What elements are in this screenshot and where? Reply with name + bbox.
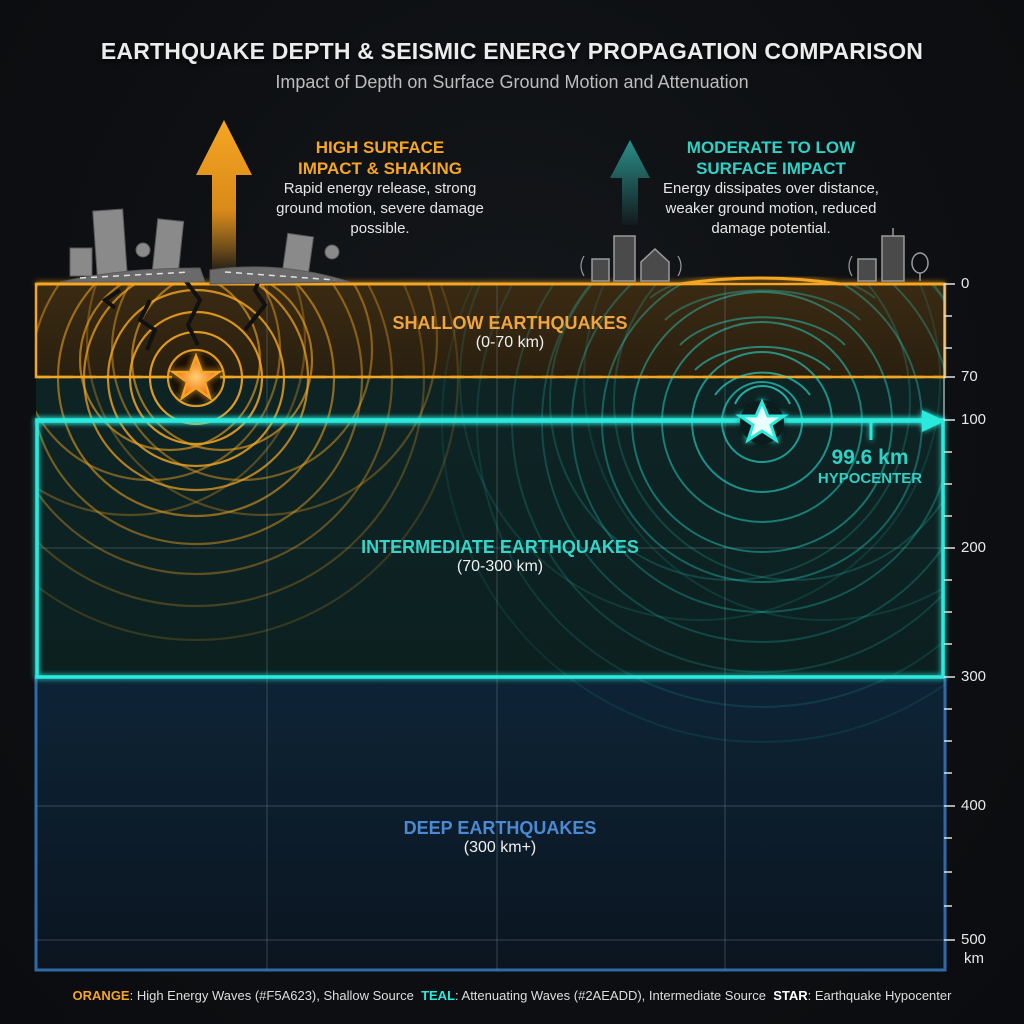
deep-zone-range: (300 km+) xyxy=(463,839,537,856)
shallow-callout-heading-2: IMPACT & SHAKING xyxy=(297,159,462,178)
legend-orange-key: ORANGE xyxy=(72,988,130,1003)
intact-city-icon xyxy=(591,228,929,282)
shallow-callout-body-3: possible. xyxy=(350,220,410,237)
tick-label-70: 70 xyxy=(961,368,978,385)
hypocenter-label: HYPOCENTER xyxy=(817,470,923,487)
tick-label-200: 200 xyxy=(961,539,987,556)
shallow-zone-label: SHALLOW EARTHQUAKES (0-70 km) xyxy=(310,313,710,352)
axis-unit-label: km xyxy=(964,950,984,967)
intermediate-callout-body-3: damage potential. xyxy=(711,220,831,237)
gridlines xyxy=(36,284,945,970)
tick-label-500: 500 xyxy=(961,931,987,948)
intermediate-zone-range: (70-300 km) xyxy=(456,558,544,575)
deep-zone xyxy=(34,675,947,972)
tick-label-400: 400 xyxy=(961,797,987,814)
legend-star-key: STAR xyxy=(773,988,808,1003)
hypocenter-annotation: 99.6 km HYPOCENTER xyxy=(800,446,940,487)
intermediate-callout-heading-2: SURFACE IMPACT xyxy=(696,159,846,178)
intermediate-zone-bg xyxy=(36,377,945,677)
shallow-zone-title: SHALLOW EARTHQUAKES xyxy=(392,313,628,333)
shallow-hypocenter-star-icon xyxy=(169,352,223,402)
shallow-callout-heading-1: HIGH SURFACE xyxy=(315,138,445,157)
legend: ORANGE: High Energy Waves (#F5A623), Sha… xyxy=(0,988,1024,1003)
legend-star-text: : Earthquake Hypocenter xyxy=(807,988,952,1003)
intermediate-impact-callout: MODERATE TO LOW SURFACE IMPACT Energy di… xyxy=(640,137,902,239)
intermediate-callout-heading-1: MODERATE TO LOW xyxy=(686,138,856,157)
page-subtitle: Impact of Depth on Surface Ground Motion… xyxy=(275,72,749,92)
legend-teal-key: TEAL xyxy=(421,988,456,1003)
low-impact-up-arrow-icon xyxy=(610,140,650,225)
intermediate-callout-body-1: Energy dissipates over distance, xyxy=(663,180,879,197)
tick-label-100: 100 xyxy=(961,411,987,428)
intermediate-hypocenter-star-icon xyxy=(735,398,789,444)
deep-zone-label: DEEP EARTHQUAKES (300 km+) xyxy=(300,818,700,857)
shallow-impact-callout: HIGH SURFACE IMPACT & SHAKING Rapid ener… xyxy=(250,137,510,239)
legend-orange-text: : High Energy Waves (#F5A623), Shallow S… xyxy=(129,988,414,1003)
page-title: EARTHQUAKE DEPTH & SEISMIC ENERGY PROPAG… xyxy=(100,38,924,64)
intermediate-callout-body-2: weaker ground motion, reduced xyxy=(665,200,877,217)
shallow-zone-range: (0-70 km) xyxy=(475,334,545,351)
intermediate-zone-label: INTERMEDIATE EARTHQUAKES (70-300 km) xyxy=(300,537,700,576)
depth-axis xyxy=(943,283,955,941)
road-markings xyxy=(79,271,336,281)
ground-surface xyxy=(36,276,945,286)
legend-teal-text: : Attenuating Waves (#2AEADD), Intermedi… xyxy=(455,988,766,1003)
intermediate-zone-title: INTERMEDIATE EARTHQUAKES xyxy=(361,537,639,557)
tick-label-0: 0 xyxy=(961,275,970,292)
shallow-callout-body-1: Rapid energy release, strong xyxy=(283,180,477,197)
tick-label-300: 300 xyxy=(961,668,987,685)
deep-zone-title: DEEP EARTHQUAKES xyxy=(403,818,597,838)
vibration-lines xyxy=(580,255,853,277)
hypocenter-depth-value: 99.6 km xyxy=(831,446,909,469)
shallow-callout-body-2: ground motion, severe damage xyxy=(276,200,484,217)
high-impact-up-arrow-icon xyxy=(196,120,252,270)
